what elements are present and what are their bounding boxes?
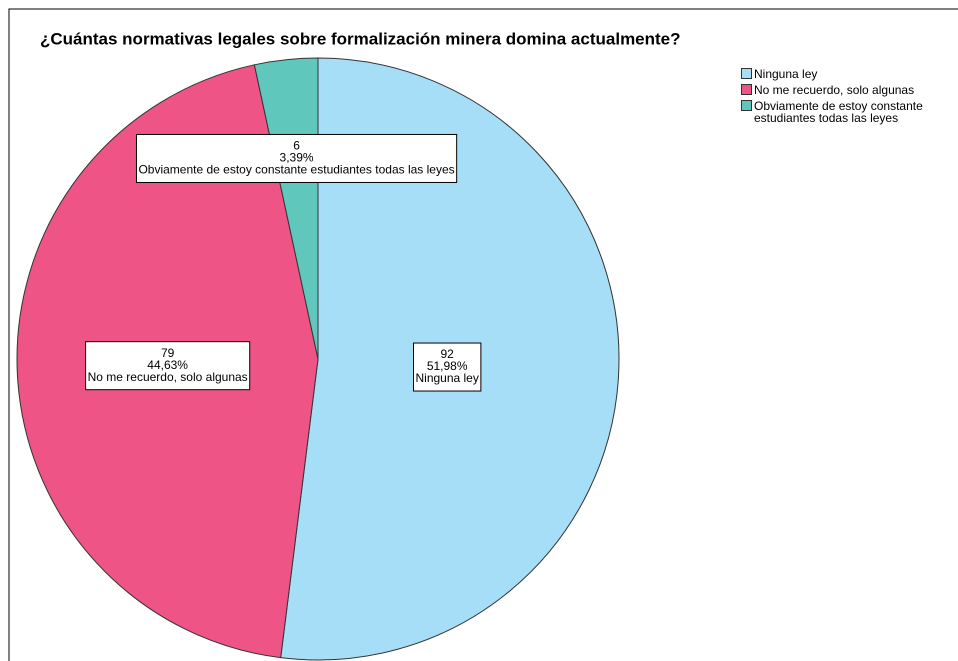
legend: Ninguna ley No me recuerdo, solo algunas O…: [741, 68, 958, 128]
label-text: 51,98%: [427, 359, 468, 373]
legend-label: Obviamente de estoy constante estudiante…: [754, 99, 923, 125]
legend-item: Ninguna ley: [741, 68, 958, 80]
label-text: 3,39%: [280, 151, 314, 165]
label-text: Ninguna ley: [415, 371, 478, 385]
label-text: 6: [293, 139, 300, 153]
label-box: [412, 342, 482, 392]
legend-label: No me recuerdo, solo algunas: [754, 83, 915, 97]
legend-label: Ninguna ley: [754, 67, 818, 81]
label-text: No me recuerdo, solo algunas: [88, 370, 248, 384]
legend-swatch: [741, 68, 752, 79]
data-label: 63,39%Obviamente de estoy constante estu…: [135, 133, 458, 183]
label-text: 79: [161, 346, 175, 360]
legend-item: No me recuerdo, solo algunas: [741, 84, 958, 96]
legend-swatch: [741, 100, 752, 111]
label-text: Obviamente de estoy constante estudiante…: [138, 163, 454, 177]
label-text: 44,63%: [147, 358, 188, 372]
legend-swatch: [741, 84, 752, 95]
label-box: [135, 133, 458, 183]
label-text: 92: [441, 347, 455, 361]
label-box: [85, 341, 251, 391]
legend-item: Obviamente de estoy constante estudiante…: [741, 100, 958, 124]
chart-title: ¿Cuántas normativas legales sobre formal…: [40, 29, 681, 48]
pie-slice: [253, 57, 319, 360]
